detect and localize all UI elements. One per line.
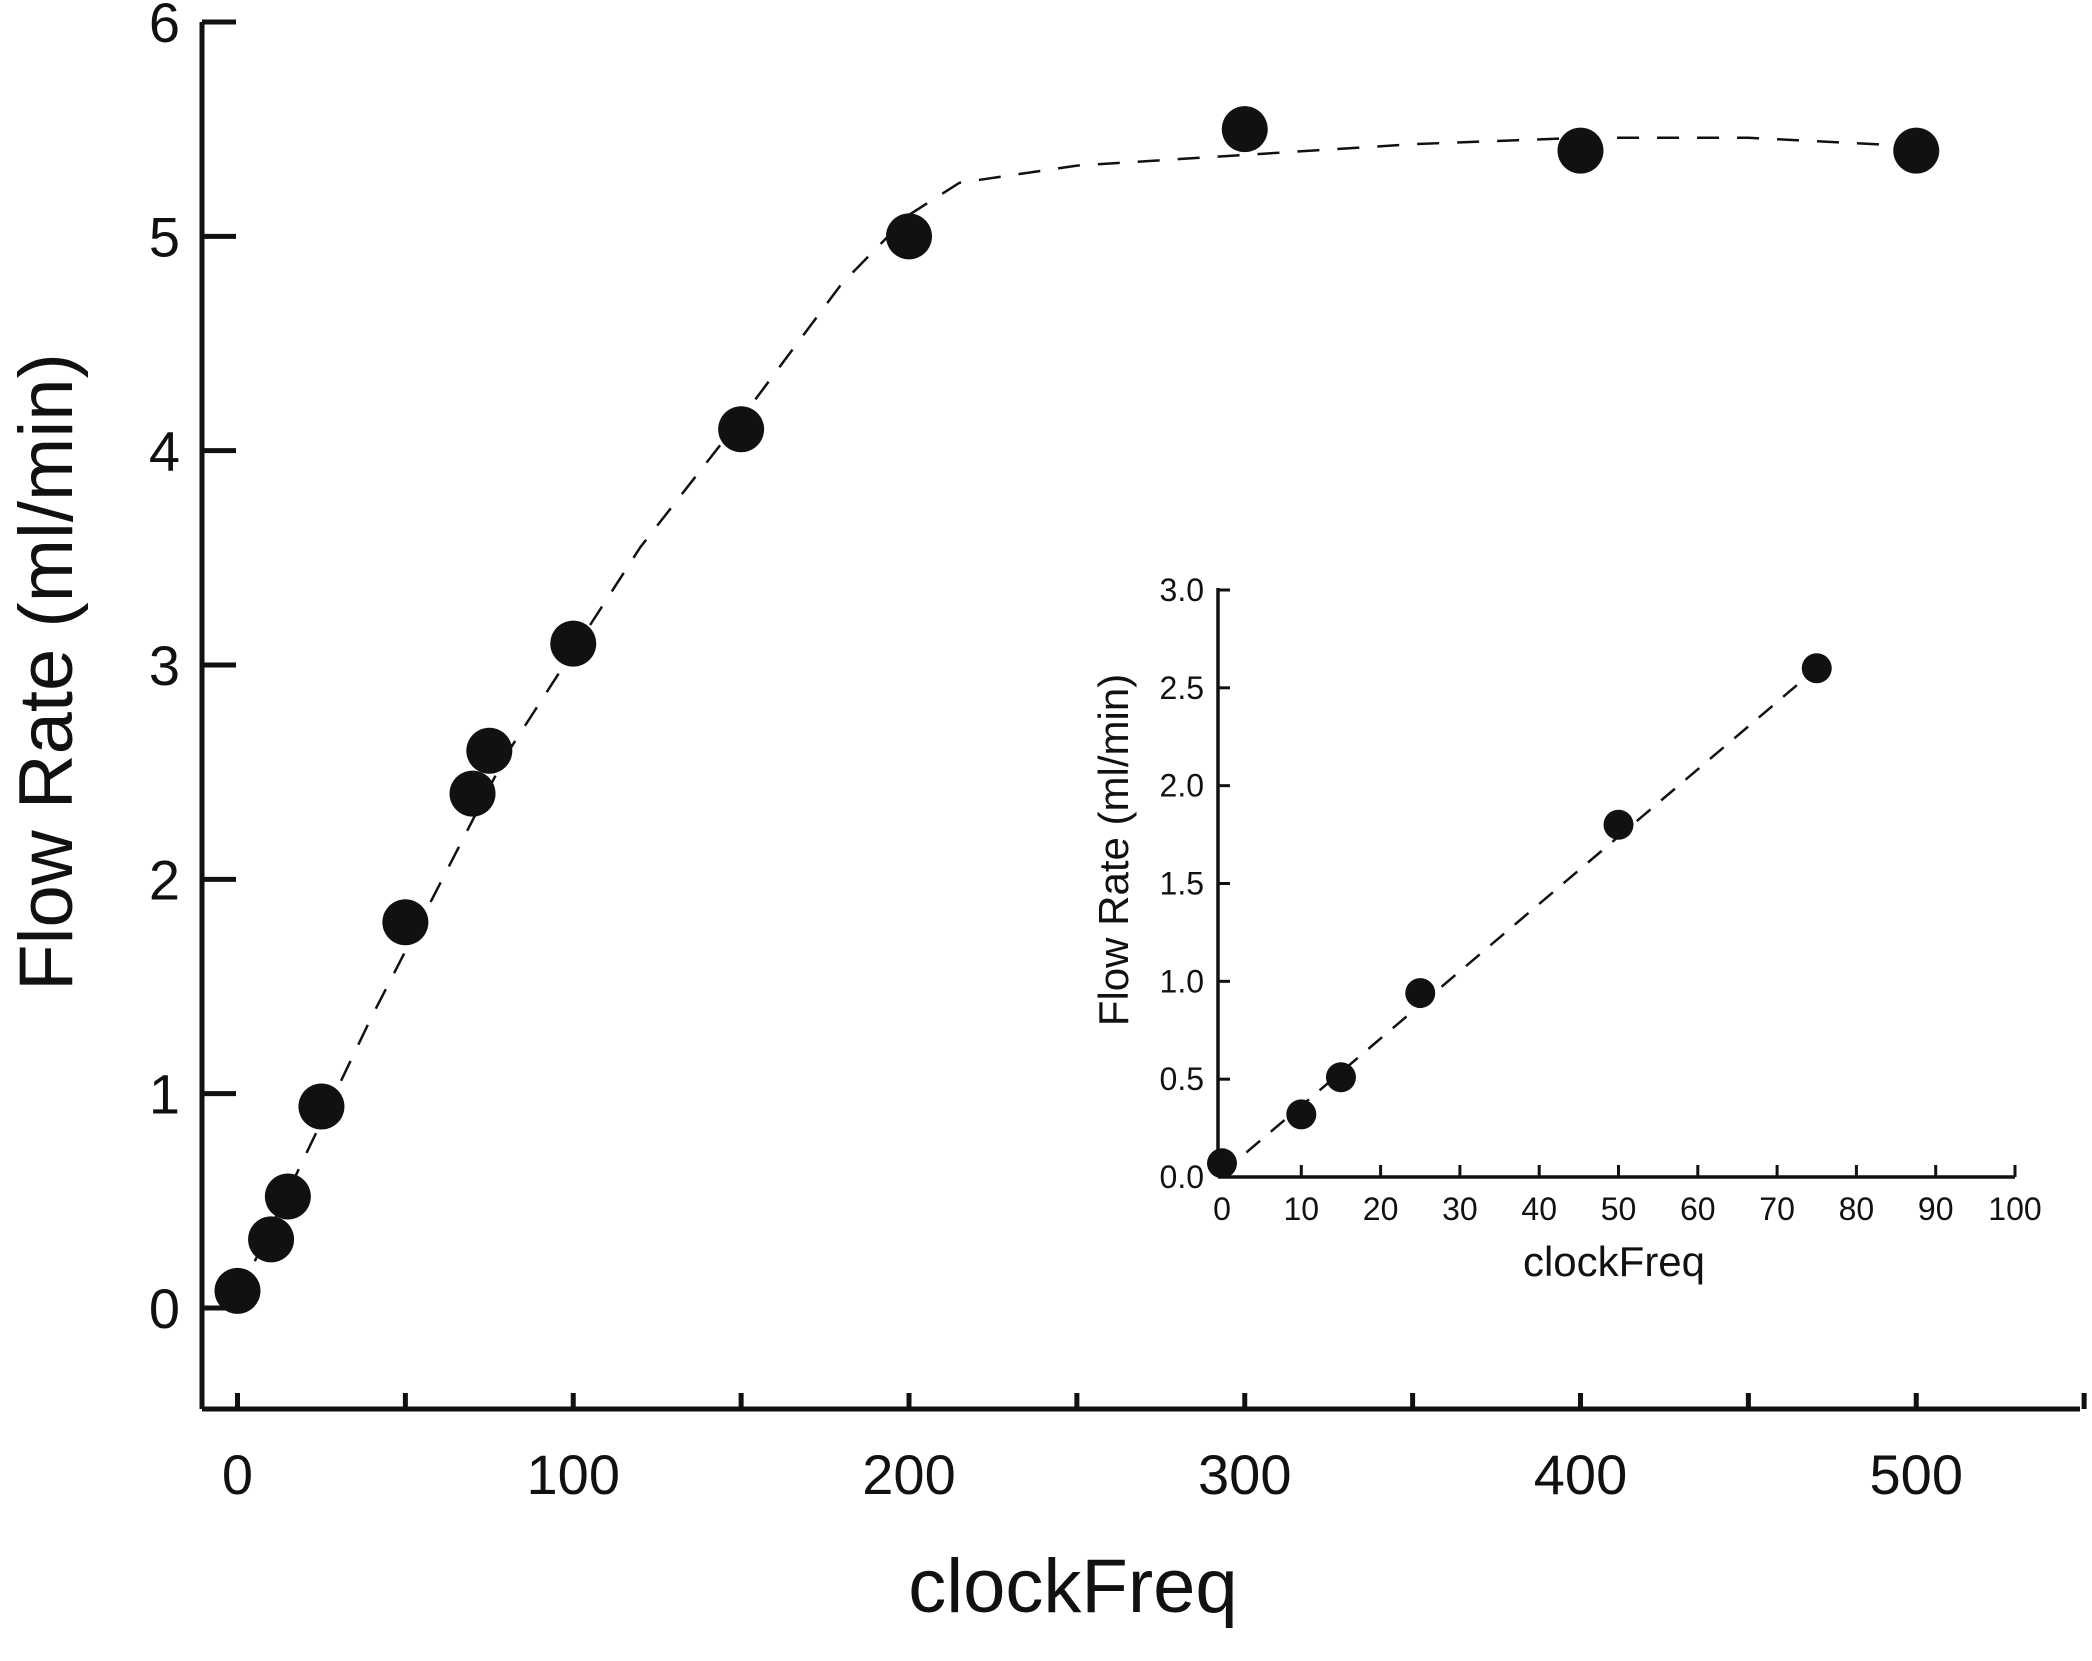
data-point [886,213,932,260]
data-point [550,620,597,667]
x-axis-title: clockFreq [908,1544,1237,1629]
inset-x-tick-label: 40 [1521,1191,1557,1227]
y-tick-label: 3 [149,634,180,697]
inset-data-point [1325,1062,1356,1093]
inset-x-tick-label: 60 [1680,1191,1716,1227]
inset-y-tick-label: 3.0 [1160,572,1204,608]
data-point [214,1267,261,1314]
inset-data-point [1405,978,1436,1009]
inset-x-tick-label: 50 [1601,1191,1637,1227]
inset-data-point [1603,809,1634,840]
fit-line [236,136,1917,1298]
inset-x-tick-label: 30 [1442,1191,1478,1227]
data-point [248,1216,295,1263]
inset-x-tick-label: 100 [1988,1191,2041,1227]
x-tick-label: 500 [1870,1443,1963,1506]
inset-x-tick-label: 0 [1213,1191,1231,1227]
data-point [264,1173,311,1220]
inset-y-tick-label: 1.0 [1160,963,1204,999]
x-tick-label: 300 [1198,1443,1291,1506]
inset-y-tick-label: 0.0 [1160,1159,1204,1195]
inset-x-tick-label: 10 [1284,1191,1320,1227]
data-point [1557,127,1604,174]
y-tick-label: 0 [149,1277,180,1340]
inset-x-axis-title: clockFreq [1523,1238,1705,1285]
y-tick-label: 4 [149,420,180,483]
inset-y-tick-label: 0.5 [1160,1061,1204,1097]
inset-data-point [1801,653,1832,684]
y-tick-label: 2 [149,848,180,911]
inset-data-point [1207,1148,1237,1179]
data-point [382,899,429,946]
x-tick-label: 400 [1534,1443,1627,1506]
y-axis-title: Flow Rate (ml/min) [4,353,89,991]
y-tick-label: 6 [149,0,180,54]
data-point [718,406,765,453]
inset-fit-line [1221,667,1818,1175]
data-point [449,770,496,817]
x-tick-label: 0 [222,1443,253,1506]
inset-y-tick-label: 2.5 [1160,670,1204,706]
inset-plot: 0.0 0.5 1.0 1.5 2.0 2.5 3.0 0 10 20 30 40 50 60 70 80 90… [1090,572,2042,1285]
x-tick-label: 200 [862,1443,955,1506]
data-point [298,1083,345,1130]
data-point [466,727,513,774]
x-tick-label: 100 [527,1443,620,1506]
inset-x-tick-label: 20 [1363,1191,1399,1227]
inset-data-point [1286,1099,1317,1130]
y-tick-label: 1 [149,1063,180,1126]
inset-y-tick-label: 1.5 [1160,865,1204,901]
inset-x-tick-label: 70 [1759,1191,1795,1227]
inset-x-tick-label: 80 [1839,1191,1875,1227]
y-tick-label: 5 [149,205,180,268]
inset-y-tick-label: 2.0 [1160,768,1204,804]
inset-y-axis-title: Flow Rate (ml/min) [1090,674,1137,1026]
data-point [1221,106,1268,153]
data-point [1893,127,1940,174]
inset-x-tick-label: 90 [1918,1191,1954,1227]
